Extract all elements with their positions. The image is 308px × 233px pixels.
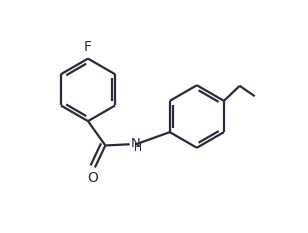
Text: H: H — [134, 143, 142, 153]
Text: O: O — [88, 171, 99, 185]
Text: F: F — [84, 40, 92, 54]
Text: N: N — [130, 137, 140, 150]
